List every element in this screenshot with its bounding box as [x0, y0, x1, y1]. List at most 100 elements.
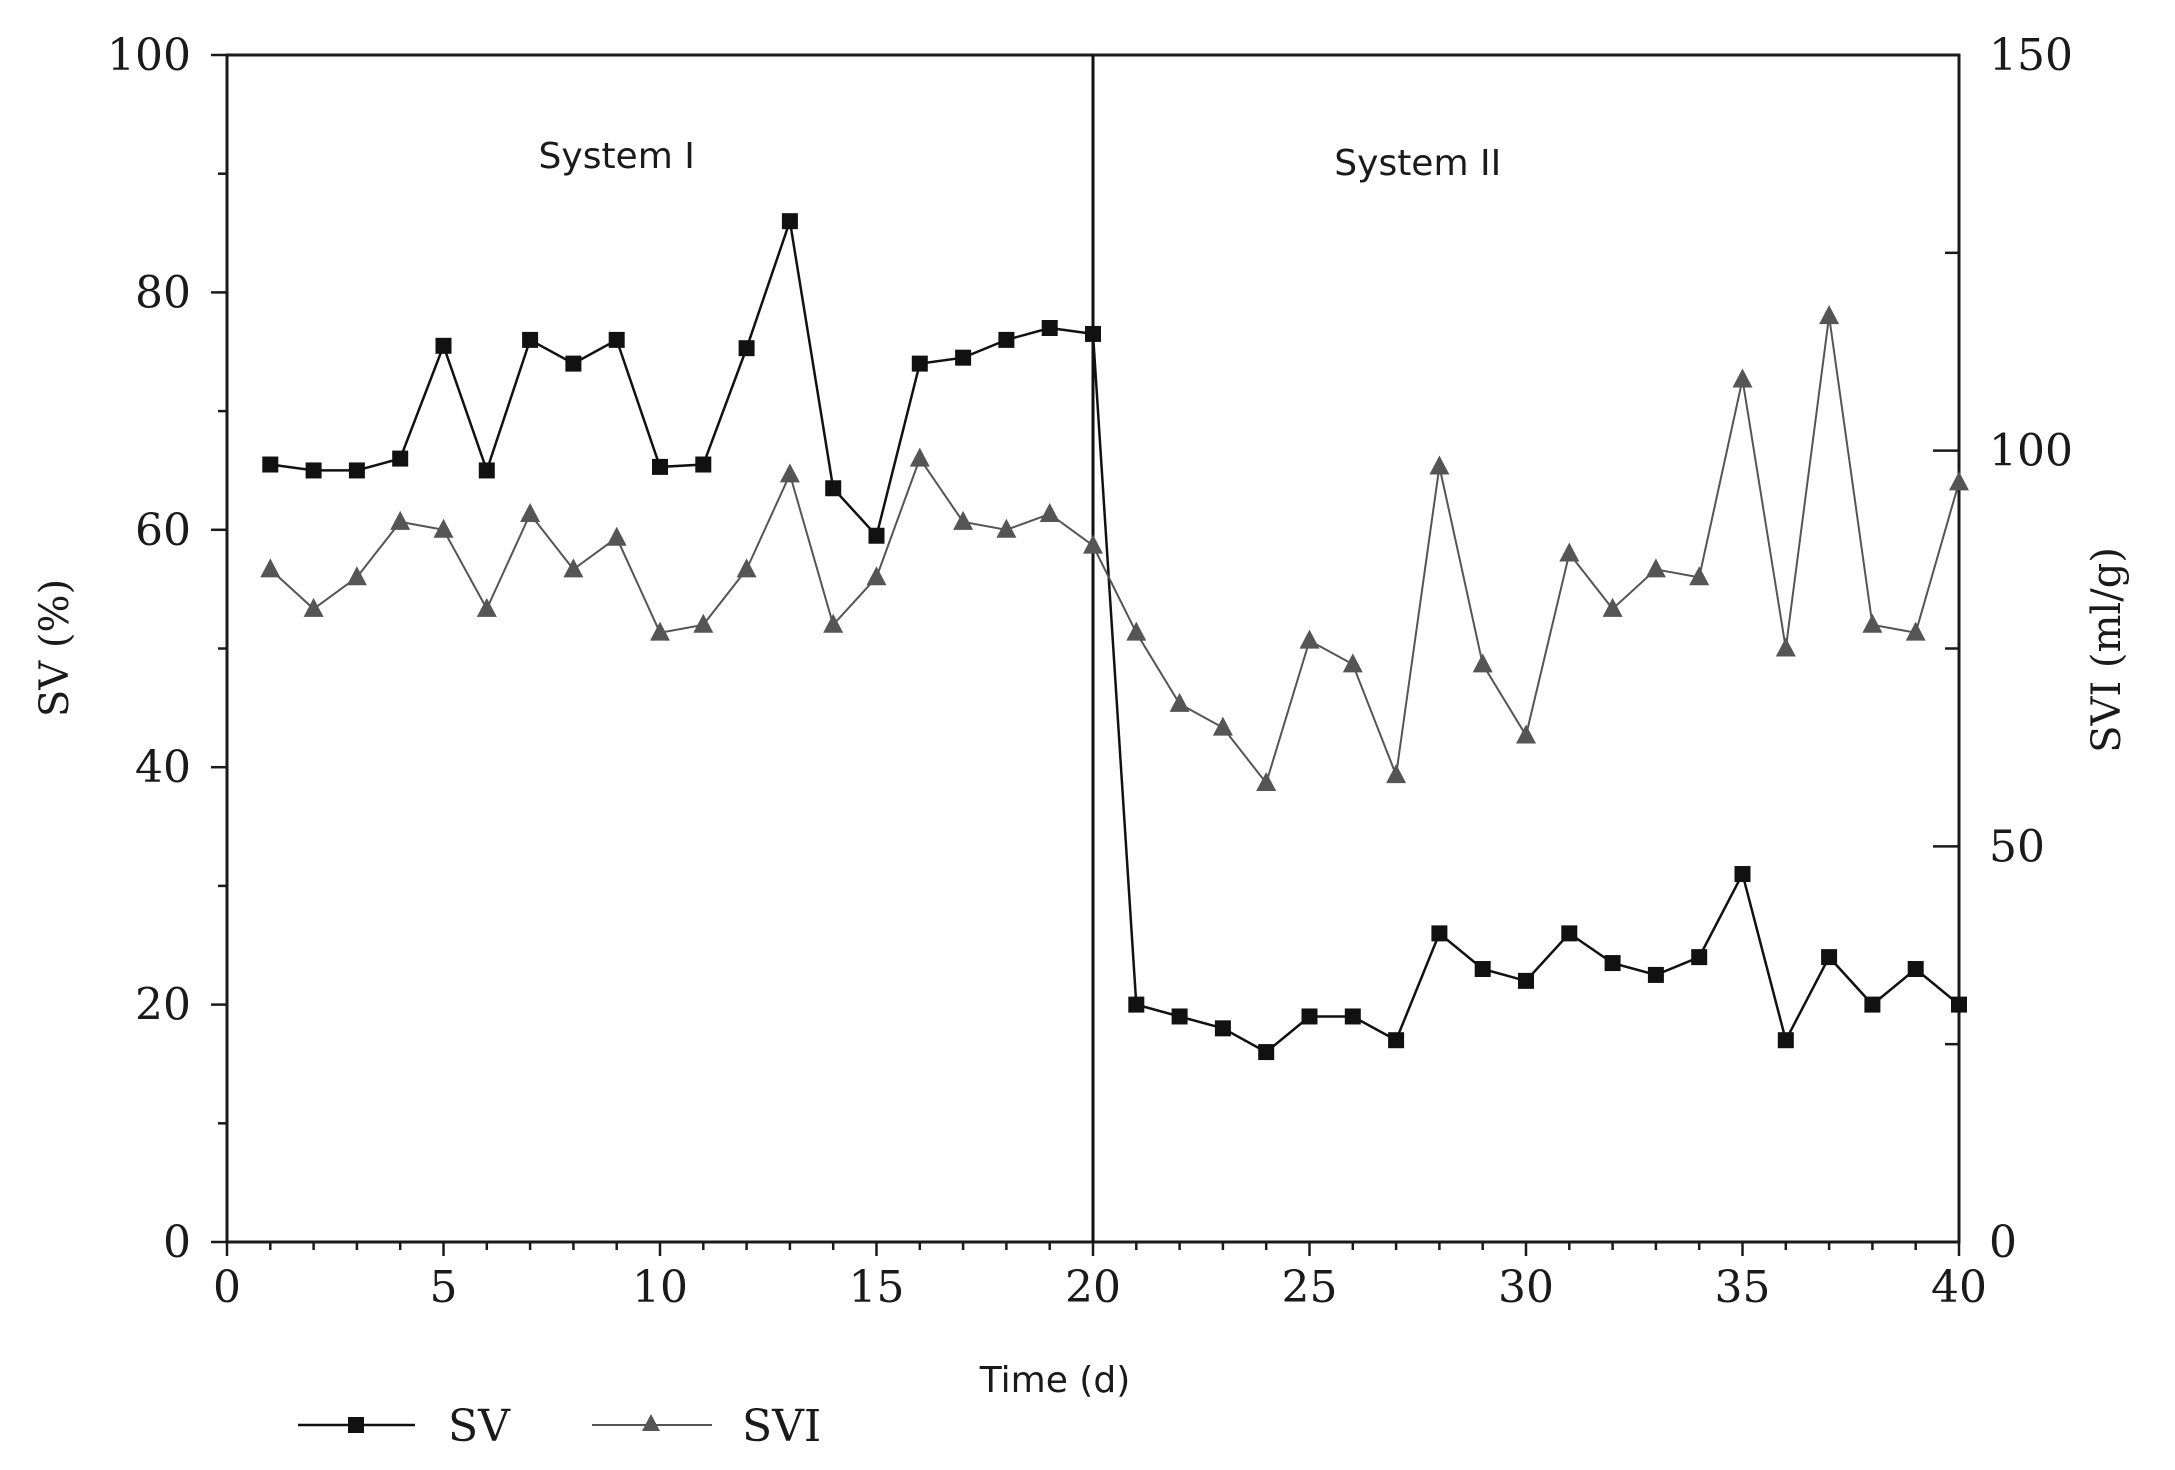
svi-point	[1429, 455, 1450, 475]
svi-point	[866, 566, 887, 586]
svi-point	[909, 447, 930, 467]
x-tick-label: 35	[1715, 1262, 1771, 1313]
x-tick-label: 10	[632, 1262, 688, 1313]
series-line-sv	[270, 220, 1960, 1054]
svi-point	[1516, 724, 1536, 744]
legend-label-svi: SVI	[742, 1401, 821, 1452]
svi-point	[996, 518, 1017, 538]
sv-point	[1518, 972, 1534, 989]
sv-point	[1647, 966, 1664, 983]
sv-point	[1301, 1008, 1318, 1025]
svi-point	[1775, 637, 1796, 657]
svi-point	[1039, 502, 1060, 522]
svi-point	[1862, 613, 1883, 633]
sv-point	[1561, 925, 1578, 942]
svi-point	[823, 613, 844, 633]
svi-point	[1689, 566, 1710, 586]
sv-point	[1691, 949, 1708, 966]
x-axis: 0 5 10 15 20 25 30 35 40	[213, 1242, 1987, 1313]
series-layer	[260, 213, 1969, 1061]
y2-tick-label: 100	[1989, 426, 2073, 477]
sv-point	[1128, 996, 1145, 1013]
sv-point	[998, 331, 1015, 348]
svi-point	[1256, 772, 1277, 792]
sv-point	[392, 450, 409, 467]
y-tick-label: 100	[107, 30, 191, 81]
sv-point	[435, 337, 452, 354]
sv-point	[1474, 960, 1491, 977]
y2-tick-label: 50	[1989, 821, 2045, 872]
y-tick-label: 20	[135, 980, 191, 1031]
y-axis-left: 0 20 40 60 80 100	[107, 30, 227, 1268]
x-tick-label: 15	[849, 1262, 905, 1313]
svi-point	[1212, 716, 1233, 736]
svi-point	[1905, 621, 1926, 641]
svi-point	[260, 558, 281, 578]
sv-point	[1907, 960, 1924, 977]
svi-point	[1645, 558, 1666, 578]
y-axis-title: SV (%)	[32, 579, 78, 717]
y2-axis-title: SVI (ml/g)	[2084, 547, 2130, 753]
sv-point	[1214, 1020, 1231, 1037]
svi-point	[1472, 653, 1493, 673]
legend-marker-svi	[642, 1414, 660, 1431]
sv-point	[1734, 866, 1751, 883]
legend: SV SVI	[298, 1401, 821, 1452]
svi-point	[346, 566, 367, 586]
sv-point	[1085, 325, 1101, 342]
region-label-system-1: System I	[539, 136, 695, 177]
svi-point	[953, 510, 974, 530]
sv-point	[911, 355, 928, 372]
y-axis-right: 0 50 100 150	[1933, 30, 2073, 1268]
svi-point	[520, 502, 541, 522]
svi-point	[1819, 305, 1840, 325]
y-tick-label: 60	[135, 505, 191, 556]
svi-point	[1342, 653, 1363, 673]
svi-point	[779, 463, 800, 483]
sv-point	[652, 458, 668, 475]
svi-point	[1949, 471, 1969, 491]
sv-point	[522, 331, 539, 348]
sv-point	[825, 480, 842, 497]
x-tick-label: 30	[1498, 1262, 1554, 1313]
sv-point	[565, 355, 582, 372]
sv-point	[1951, 996, 1967, 1013]
sv-point	[1344, 1008, 1361, 1025]
sv-point	[478, 462, 495, 479]
y2-tick-label: 150	[1989, 30, 2073, 81]
sv-point	[695, 456, 712, 473]
x-axis-title: Time (d)	[979, 1360, 1131, 1401]
sv-point	[955, 349, 972, 366]
sv-point	[1604, 955, 1621, 972]
sv-point	[1171, 1008, 1188, 1025]
sv-point	[1821, 949, 1838, 966]
region-label-system-2: System II	[1334, 143, 1501, 184]
sv-point	[608, 331, 625, 348]
sv-point	[348, 462, 365, 479]
svi-point	[390, 510, 411, 530]
svi-point	[606, 526, 627, 546]
x-tick-label: 0	[213, 1262, 241, 1313]
svi-point	[693, 613, 714, 633]
x-tick-label: 40	[1931, 1262, 1987, 1313]
x-tick-label: 25	[1282, 1262, 1338, 1313]
sv-point	[1431, 925, 1448, 942]
svi-point	[476, 597, 497, 617]
svi-point	[1126, 621, 1147, 641]
sv-point	[1864, 996, 1881, 1013]
y-tick-label: 40	[135, 742, 191, 793]
sv-point	[1258, 1044, 1275, 1061]
sv-point	[868, 527, 885, 544]
svi-point	[1169, 692, 1190, 712]
sv-point	[738, 340, 755, 357]
svi-point	[736, 558, 757, 578]
svi-point	[1559, 542, 1580, 562]
y-tick-label: 0	[163, 1217, 191, 1268]
legend-label-sv: SV	[448, 1401, 511, 1452]
series-line-svi	[269, 315, 1960, 786]
legend-marker-sv	[348, 1417, 364, 1433]
sv-point	[1041, 320, 1058, 337]
x-tick-label: 20	[1065, 1262, 1121, 1313]
svi-point	[563, 558, 584, 578]
